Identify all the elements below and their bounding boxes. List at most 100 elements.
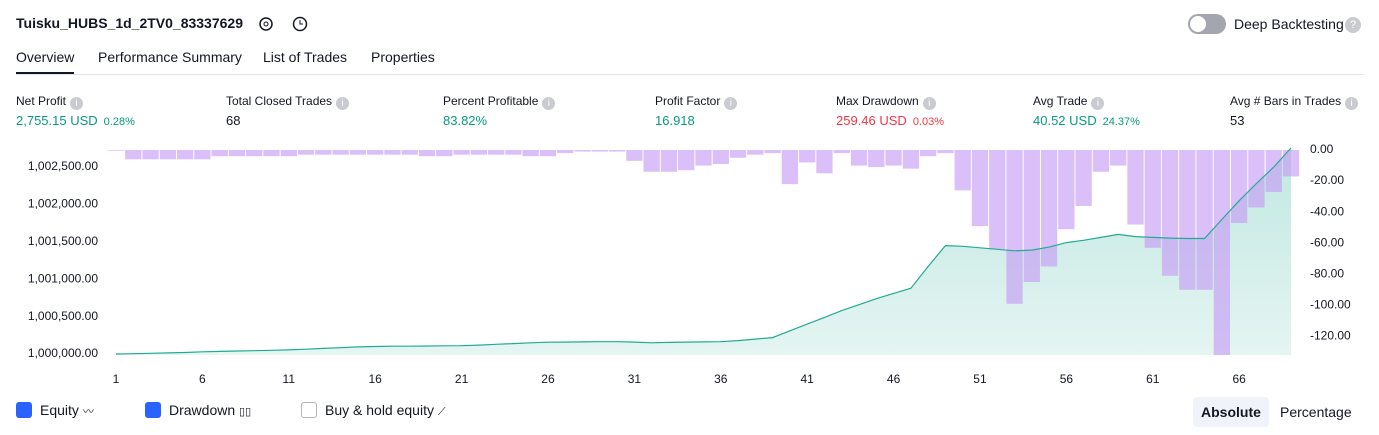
drawdown-bar: [919, 150, 937, 157]
drawdown-bar: [297, 150, 315, 155]
drawdown-bar: [1075, 150, 1092, 206]
y-tick-label: 1,001,000.00: [28, 271, 98, 285]
drawdown-bar: [1282, 150, 1300, 177]
y2-tick-label: -120.00: [1310, 329, 1351, 343]
drawdown-bar: [1058, 150, 1075, 230]
y2-tick-label: 0.00: [1310, 142, 1334, 156]
y2-tick-label: -40.00: [1310, 204, 1344, 218]
drawdown-bar: [678, 150, 695, 171]
mode-button[interactable]: Absolute: [1193, 397, 1269, 427]
metric-sub: 0.03%: [912, 116, 945, 128]
drawdown-bar: [1023, 150, 1040, 283]
metric-value: 40.52 USD 24.37%: [1033, 113, 1140, 128]
drawdown-bar: [695, 150, 712, 166]
metric-name: Net Profit: [16, 94, 67, 108]
metric-label: Max Drawdown i: [836, 94, 936, 110]
y-tick-label: 1,001,500.00: [28, 234, 98, 248]
tab[interactable]: Properties: [371, 49, 435, 65]
x-tick-label: 16: [369, 372, 383, 386]
equity-area: [116, 148, 1291, 355]
x-tick-label: 46: [887, 372, 901, 386]
metric-number: 40.52 USD: [1033, 113, 1097, 128]
metric-value: 259.46 USD 0.03%: [836, 113, 944, 128]
chart: 1,000,000.00 1,000,500.00 1,001,000.00 1,00…: [28, 142, 1351, 386]
tab[interactable]: Performance Summary: [98, 49, 242, 65]
legend-equity[interactable]: Equity 〰: [16, 402, 94, 419]
drawdown-bar: [781, 150, 799, 185]
drawdown-bar: [712, 150, 729, 164]
drawdown-bar: [470, 150, 488, 155]
y2-tick-label: -20.00: [1310, 173, 1344, 187]
tab[interactable]: List of Trades: [263, 49, 348, 65]
drawdown-bar: [1040, 150, 1058, 267]
drawdown-bar: [989, 150, 1006, 250]
metric-value: 16.918: [655, 113, 695, 128]
metric-number: 83.82%: [443, 113, 488, 128]
metric-number: 16.918: [655, 113, 695, 128]
drawdown-bar: [729, 150, 747, 158]
drawdown-bar: [505, 150, 522, 155]
metric-name: Percent Profitable: [443, 94, 539, 108]
mode-button[interactable]: Percentage: [1280, 404, 1352, 420]
separator: [16, 74, 1363, 75]
drawdown-bar: [764, 150, 781, 154]
tab[interactable]: Overview: [16, 49, 75, 65]
drawdown-bar: [1196, 150, 1213, 290]
info-icon: i: [724, 97, 738, 110]
legend-buy-hold[interactable]: Buy & hold equity ⟋: [301, 402, 446, 419]
equity-line: [115, 147, 1292, 355]
metric-value: 53: [1230, 113, 1244, 128]
x-tick-label: 56: [1060, 372, 1074, 386]
drawdown-bar: [1248, 150, 1265, 208]
drawdown-bar: [833, 150, 850, 154]
drawdown-bar: [1127, 150, 1144, 225]
drawdown-bar: [937, 150, 954, 154]
metric-name: Avg # Bars in Trades: [1230, 94, 1342, 108]
drawdown-bar: [799, 150, 816, 163]
toggle[interactable]: [1188, 14, 1226, 34]
drawdown-bar: [211, 150, 228, 157]
drawdown-bar: [1265, 150, 1282, 192]
metric-name: Avg Trade: [1033, 94, 1088, 108]
drawdown-bar: [591, 150, 608, 152]
y-tick-label: 1,000,000.00: [28, 346, 98, 360]
help-icon[interactable]: ?: [1345, 17, 1361, 33]
drawdown-bar: [488, 150, 505, 155]
legend-drawdown[interactable]: Drawdown ▯▯: [145, 402, 251, 418]
drawdown-bar: [159, 150, 176, 160]
drawdown-bar: [660, 150, 678, 172]
drawdown-bar: [367, 150, 384, 155]
x-tick-label: 1: [113, 372, 120, 386]
metric-name: Max Drawdown: [836, 94, 919, 108]
y2-tick-label: -80.00: [1310, 266, 1344, 280]
metric-number: 2,755.15 USD: [16, 113, 98, 128]
drawdown-bar: [418, 150, 436, 157]
metric-number: 68: [226, 113, 241, 128]
drawdown-bar: [539, 150, 557, 157]
metric-number: 259.46 USD: [836, 113, 907, 128]
metric-label: Avg Trade i: [1033, 94, 1105, 110]
drawdown-bar: [747, 150, 764, 155]
drawdown-bar: [384, 150, 401, 155]
metric-value: 83.82%: [443, 113, 487, 128]
drawdown-bar: [1213, 150, 1231, 355]
info-icon: i: [1345, 97, 1359, 110]
y2-tick-label: -60.00: [1310, 235, 1344, 249]
metric-label: Avg # Bars in Trades i: [1230, 94, 1359, 110]
tab-underline: [16, 72, 74, 75]
header-icons[interactable]: [256, 14, 316, 34]
metric-value: 68: [226, 113, 240, 128]
x-tick-label: 26: [541, 372, 555, 386]
metric-name: Total Closed Trades: [226, 94, 333, 108]
drawdown-bar: [332, 150, 349, 155]
drawdown-bar: [643, 150, 660, 172]
info-icon: i: [922, 97, 936, 110]
drawdown-bar: [401, 150, 418, 155]
drawdown-bar: [885, 150, 902, 166]
drawdown-bar: [816, 150, 833, 174]
drawdown-bar: [971, 150, 989, 227]
drawdown-bar: [1144, 150, 1161, 248]
metric-label: Net Profit i: [16, 94, 84, 110]
info-icon: i: [1091, 97, 1105, 110]
